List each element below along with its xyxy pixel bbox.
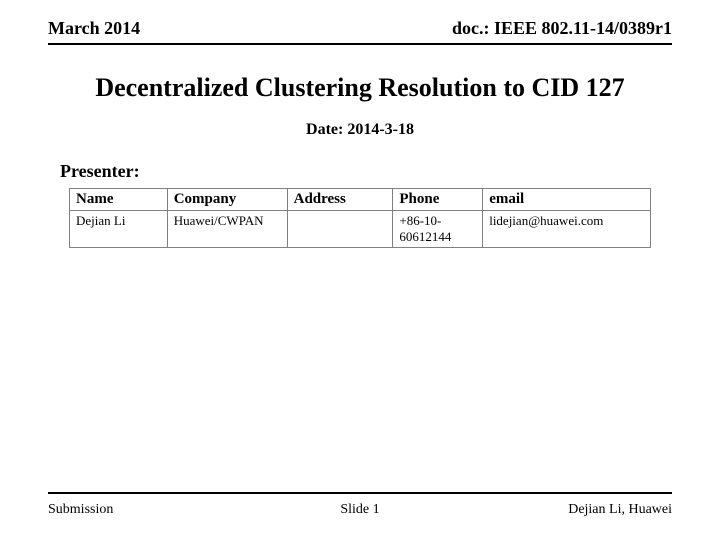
presenter-table: Name Company Address Phone email Dejian … (69, 188, 651, 248)
footer-author: Dejian Li, Huawei (568, 502, 672, 518)
slide-header: March 2014 doc.: IEEE 802.11-14/0389r1 (48, 0, 672, 45)
table-row: Dejian Li Huawei/CWPAN +86-10-60612144 l… (70, 211, 651, 248)
footer-slide-number: Slide 1 (340, 502, 379, 518)
col-header-email: email (483, 189, 651, 211)
cell-email: lidejian@huawei.com (483, 211, 651, 248)
slide-title: Decentralized Clustering Resolution to C… (0, 73, 720, 103)
col-header-name: Name (70, 189, 168, 211)
presenter-label: Presenter: (60, 161, 720, 182)
footer-left: Submission (48, 502, 113, 518)
header-date: March 2014 (48, 18, 140, 39)
col-header-address: Address (287, 189, 393, 211)
cell-company: Huawei/CWPAN (167, 211, 287, 248)
footer-divider (48, 492, 672, 494)
cell-phone: +86-10-60612144 (393, 211, 483, 248)
cell-name: Dejian Li (70, 211, 168, 248)
slide-date: Date: 2014-3-18 (0, 121, 720, 139)
header-doc-id: doc.: IEEE 802.11-14/0389r1 (452, 18, 672, 39)
col-header-phone: Phone (393, 189, 483, 211)
slide-footer: Submission Slide 1 Dejian Li, Huawei (48, 502, 672, 518)
cell-address (287, 211, 393, 248)
col-header-company: Company (167, 189, 287, 211)
table-header-row: Name Company Address Phone email (70, 189, 651, 211)
